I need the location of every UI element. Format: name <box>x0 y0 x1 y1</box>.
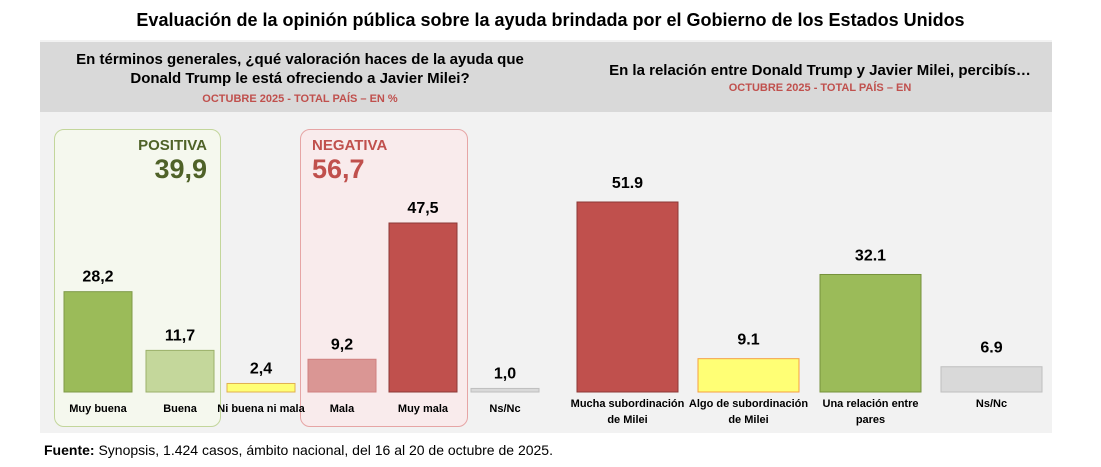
left-question-line1: En términos generales, ¿qué valoración h… <box>76 51 524 68</box>
bar-algo-de-subordinacion-de-milei <box>697 358 800 393</box>
category-label-mucha-subordinacion-de-milei: Mucha subordinación <box>571 398 685 410</box>
source-label: Fuente: <box>44 442 95 458</box>
category-label-una-relacion-entre-pares-line2: pares <box>856 414 885 426</box>
category-label-algo-de-subordinacion-de-milei-line2: de Milei <box>728 414 768 426</box>
left-question-line2: Donald Trump le está ofreciendo a Javier… <box>130 70 470 87</box>
bar-buena <box>145 349 215 393</box>
negative-group-value: 56,7 <box>312 154 365 184</box>
bar-value-label-buena: 11,7 <box>165 327 195 344</box>
right-subtitle: OCTUBRE 2025 - TOTAL PAÍS – EN <box>728 82 912 94</box>
category-label-mucha-subordinacion-de-milei-line2: de Milei <box>607 414 647 426</box>
chart-left: 28,2 Muy buena 11,7 Buena 2,4 Ni buena ni mal… <box>63 200 540 415</box>
bar-una-relacion-entre-pares <box>819 273 922 393</box>
bar-muy-mala <box>388 222 458 393</box>
bar-mala <box>307 358 377 393</box>
category-label-buena: Buena <box>163 403 198 415</box>
bar-value-label-muy-mala: 47,5 <box>407 200 438 217</box>
category-label-ni-buena-ni-mala: Ni buena ni mala <box>217 403 305 415</box>
chart-right: 51.9 Mucha subordinación de Milei 9.1 Algo d… <box>571 175 1043 426</box>
bar-value-label-muy-buena: 28,2 <box>82 269 113 286</box>
category-label-muy-buena: Muy buena <box>69 403 127 415</box>
source-note: Fuente: Synopsis, 1.424 casos, ámbito na… <box>44 442 553 458</box>
bar-value-label-una-relacion-entre-pares: 32.1 <box>855 247 886 264</box>
bar-ns-nc <box>940 366 1043 393</box>
category-label-algo-de-subordinacion-de-milei: Algo de subordinación <box>689 398 808 410</box>
bar-value-label-ns-nc: 6.9 <box>980 340 1002 357</box>
bar-value-label-mucha-subordinacion-de-milei: 51.9 <box>612 175 643 192</box>
left-subtitle: OCTUBRE 2025 - TOTAL PAÍS – EN % <box>202 93 398 105</box>
source-text: Synopsis, 1.424 casos, ámbito nacional, … <box>94 442 553 458</box>
category-label-mala: Mala <box>330 403 355 415</box>
bar-value-label-mala: 9,2 <box>331 336 353 353</box>
bar-value-label-algo-de-subordinacion-de-milei: 9.1 <box>737 332 759 349</box>
positive-group-value: 39,9 <box>154 154 207 184</box>
bar-value-label-ns-nc: 1,0 <box>494 365 516 382</box>
bar-value-label-ni-buena-ni-mala: 2,4 <box>250 360 272 377</box>
header-band <box>40 42 1052 112</box>
category-label-muy-mala: Muy mala <box>398 403 449 415</box>
right-question: En la relación entre Donald Trump y Javi… <box>609 62 1031 79</box>
main-title: Evaluación de la opinión pública sobre l… <box>136 10 965 30</box>
left-question: En términos generales, ¿qué valoración h… <box>40 50 560 88</box>
category-label-una-relacion-entre-pares: Una relación entre <box>823 398 919 410</box>
category-label-ns-nc: Ns/Nc <box>976 398 1007 410</box>
negative-group-label: NEGATIVA <box>312 137 388 154</box>
bar-muy-buena <box>63 291 133 393</box>
bar-ns-nc <box>470 387 540 393</box>
positive-group-label: POSITIVA <box>138 137 207 154</box>
bar-mucha-subordinacion-de-milei <box>576 201 679 393</box>
category-label-ns-nc: Ns/Nc <box>489 403 520 415</box>
bar-ni-buena-ni-mala <box>226 382 296 393</box>
